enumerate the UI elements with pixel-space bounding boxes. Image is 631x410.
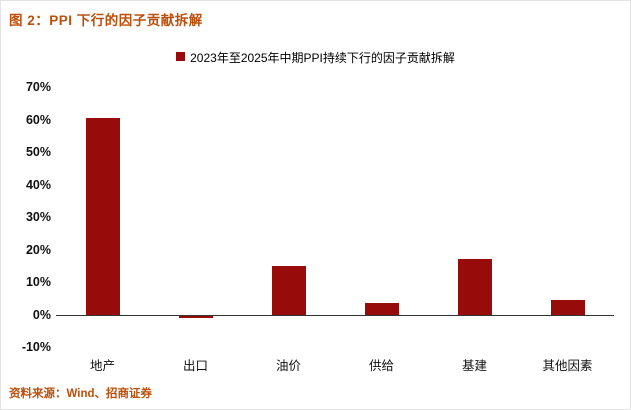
bar xyxy=(550,299,585,315)
bar-column xyxy=(242,87,335,347)
figure-title: 图 2：PPI 下行的因子贡献拆解 xyxy=(9,13,203,28)
bar-column xyxy=(56,87,149,347)
bar xyxy=(85,117,120,315)
x-axis-label: 供给 xyxy=(368,359,394,373)
plot-area xyxy=(56,87,614,347)
y-axis-label: -10% xyxy=(21,340,51,354)
x-axis-label: 地产 xyxy=(89,359,115,373)
bar xyxy=(457,259,492,315)
bar-column xyxy=(428,87,521,347)
legend-swatch-icon xyxy=(176,52,186,61)
legend-label: 2023年至2025年中期PPI持续下行的因子贡献拆解 xyxy=(190,51,455,65)
zero-line xyxy=(56,314,614,316)
columns xyxy=(56,87,614,347)
bar-column xyxy=(149,87,242,347)
chart-legend: 2023年至2025年中期PPI持续下行的因子贡献拆解 xyxy=(1,49,630,66)
bar xyxy=(178,314,213,318)
y-axis-label: 60% xyxy=(25,112,51,127)
x-axis-label: 其他因素 xyxy=(542,359,593,373)
x-axis-label: 油价 xyxy=(275,359,301,373)
x-axis: 地产 出口 油价 供给 基建 其他因素 xyxy=(56,355,614,374)
y-axis-label: 40% xyxy=(25,177,51,192)
y-axis-label: 0% xyxy=(32,307,51,322)
bar xyxy=(271,265,306,315)
bar xyxy=(364,303,399,315)
x-axis-label: 出口 xyxy=(182,359,208,373)
y-axis: 70% 60% 50% 40% 30% 20% 10% 0% -10% xyxy=(9,80,51,354)
y-axis-label: 10% xyxy=(25,275,51,289)
y-axis-label: 30% xyxy=(25,210,51,224)
y-axis-label: 20% xyxy=(25,242,51,257)
y-axis-label: 70% xyxy=(25,80,51,94)
source-note: 资料来源：Wind、招商证券 xyxy=(9,388,152,400)
x-axis-label: 基建 xyxy=(461,359,487,373)
bar-column xyxy=(521,87,614,347)
bar-column xyxy=(335,87,428,347)
y-axis-label: 50% xyxy=(25,145,51,159)
